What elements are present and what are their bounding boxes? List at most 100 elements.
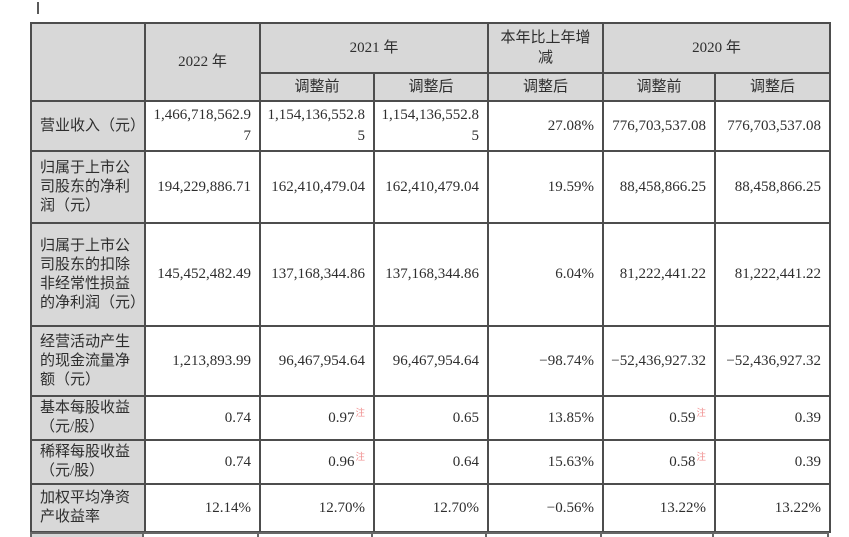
cell-value: 12.14% <box>204 499 251 516</box>
header-2022: 2022 年 <box>144 22 261 102</box>
cell-2021-adjusted-after: 12.70% <box>372 483 490 533</box>
header-2021-adjusted-before: 调整前 <box>259 72 375 102</box>
cell-yoy-change: 6.04% <box>487 222 605 327</box>
row-label: 加权平均净资产收益率 <box>30 483 146 533</box>
cell-2020-adjusted-after: 776,703,537.08 <box>714 100 832 152</box>
cell-value: 0.64 <box>452 453 480 470</box>
cell-value: 145,452,482.49 <box>157 266 251 282</box>
cell-value: 13.22% <box>659 499 707 516</box>
cell-value: 1,154,136,552.85 <box>381 107 480 144</box>
cell-2021-adjusted-after: 1,154,136,552.85 <box>372 100 490 152</box>
header-row-years: 2022 年 2021 年 本年比上年增减 2020 年 <box>30 22 832 102</box>
cell-value: 13.85% <box>547 409 595 426</box>
cell-2022: 12.14% <box>144 483 261 533</box>
cropped-next-row-cell <box>257 532 373 537</box>
cell-value: 0.74 <box>224 409 251 426</box>
cell-value: 12.70% <box>432 499 480 516</box>
cell-2021-adjusted-after: 137,168,344.86 <box>372 222 490 327</box>
cell-2020-adjusted-after: 13.22% <box>714 483 832 533</box>
cell-value: −98.74% <box>539 352 595 369</box>
cell-value: 1,154,136,552.85 <box>267 107 366 144</box>
cell-value: 12.70% <box>318 499 365 516</box>
cell-2022: 0.74 <box>144 395 261 441</box>
cell-2020-adjusted-before: 88,458,866.25 <box>602 150 717 224</box>
cell-value: 81,222,441.22 <box>619 266 707 282</box>
cell-2021-adjusted-after: 162,410,479.04 <box>372 150 490 224</box>
cell-value: 0.97 <box>328 409 355 426</box>
cell-2020-adjusted-before: −52,436,927.32 <box>602 325 717 397</box>
cell-2021-adjusted-before: 0.97注 <box>259 395 375 441</box>
header-change-adjusted-after: 调整后 <box>487 72 605 102</box>
table-header: 2022 年 2021 年 本年比上年增减 2020 年 调整前 调整后 调整后… <box>30 22 832 102</box>
cell-2021-adjusted-before: 1,154,136,552.85 <box>259 100 375 152</box>
cell-value: 88,458,866.25 <box>734 178 822 195</box>
cell-value: 6.04% <box>555 266 595 282</box>
cell-value: −52,436,927.32 <box>726 352 822 369</box>
cell-yoy-change: 27.08% <box>487 100 605 152</box>
table-row: 基本每股收益（元/股） 0.74 0.97注 0.65 13.85% 0.59注 0.39 <box>30 395 832 441</box>
cropped-next-row-cell <box>600 532 714 537</box>
cropped-next-row-cell <box>485 532 602 537</box>
cell-value: 13.22% <box>774 499 822 516</box>
note-superscript: 注 <box>696 452 707 463</box>
header-2021: 2021 年 <box>258 22 490 74</box>
cropped-next-row-cell <box>371 532 487 537</box>
table-row: 加权平均净资产收益率 12.14% 12.70% 12.70% −0.56% 13.22%… <box>30 483 832 533</box>
cell-2022: 1,213,893.99 <box>144 325 261 397</box>
cell-value: 137,168,344.86 <box>271 266 365 282</box>
header-2020-adjusted-after: 调整后 <box>714 72 832 102</box>
cell-value: 0.39 <box>794 409 822 426</box>
cell-2022: 0.74 <box>144 439 261 485</box>
cell-2020-adjusted-before: 0.58注 <box>602 439 717 485</box>
header-2020-adjusted-before: 调整前 <box>602 72 717 102</box>
cell-2021-adjusted-after: 0.65 <box>372 395 490 441</box>
row-label: 营业收入（元） <box>30 100 146 152</box>
row-label: 经营活动产生的现金流量净额（元） <box>30 325 146 397</box>
table-row: 归属于上市公司股东的净利润（元） 194,229,886.71 162,410,47… <box>30 150 832 224</box>
cell-2020-adjusted-after: 88,458,866.25 <box>714 150 832 224</box>
header-2021-adjusted-after: 调整后 <box>372 72 490 102</box>
cell-value: 137,168,344.86 <box>385 266 480 282</box>
cell-value: 加权平均净资产收益率 <box>40 490 131 525</box>
cell-value: 0.58 <box>669 453 696 470</box>
cell-value: 19.59% <box>547 178 595 195</box>
cropped-next-row-label-cell <box>30 532 144 537</box>
cell-value: 776,703,537.08 <box>727 117 822 134</box>
cell-value: 1,213,893.99 <box>172 352 251 369</box>
cell-2021-adjusted-before: 12.70% <box>259 483 375 533</box>
row-label: 基本每股收益（元/股） <box>30 395 146 441</box>
cell-value: 776,703,537.08 <box>612 117 707 134</box>
cell-2022: 145,452,482.49 <box>144 222 261 327</box>
cell-2020-adjusted-after: −52,436,927.32 <box>714 325 832 397</box>
cell-value: 194,229,886.71 <box>157 178 251 195</box>
cell-value: −0.56% <box>546 499 595 516</box>
cell-value: 1,466,718,562.97 <box>153 107 252 144</box>
row-label: 稀释每股收益（元/股） <box>30 439 146 485</box>
header-row-adjustments: 调整前 调整后 调整后 调整前 调整后 <box>31 72 832 102</box>
table-row: 归属于上市公司股东的扣除非经常性损益的净利润（元） 145,452,482.49 1… <box>30 222 832 327</box>
cropped-next-row-cell <box>712 532 829 537</box>
cropped-next-row <box>30 532 829 537</box>
cell-value: −52,436,927.32 <box>611 352 707 369</box>
cell-2021-adjusted-after: 0.64 <box>372 439 490 485</box>
cell-value: 88,458,866.25 <box>619 178 707 195</box>
cell-value: 162,410,479.04 <box>385 178 480 195</box>
header-yoy-change: 本年比上年增减 <box>487 22 605 74</box>
cell-2020-adjusted-before: 81,222,441.22 <box>602 222 717 327</box>
table-row: 营业收入（元） 1,466,718,562.97 1,154,136,552.85 1… <box>30 100 832 152</box>
table-body: 营业收入（元） 1,466,718,562.97 1,154,136,552.85 1… <box>30 100 832 533</box>
cell-value: 营业收入（元） <box>40 117 145 134</box>
cell-2020-adjusted-after: 0.39 <box>714 395 832 441</box>
cell-yoy-change: −0.56% <box>487 483 605 533</box>
header-2020: 2020 年 <box>602 22 832 74</box>
cropped-next-row-cell <box>142 532 259 537</box>
cell-value: 27.08% <box>547 117 595 134</box>
note-superscript: 注 <box>355 452 365 463</box>
cell-value: 15.63% <box>547 453 595 470</box>
cell-value: 0.65 <box>452 409 480 426</box>
cell-value: 稀释每股收益（元/股） <box>40 444 131 479</box>
cell-2020-adjusted-before: 13.22% <box>602 483 717 533</box>
cell-yoy-change: 15.63% <box>487 439 605 485</box>
cell-value: 81,222,441.22 <box>734 266 822 282</box>
